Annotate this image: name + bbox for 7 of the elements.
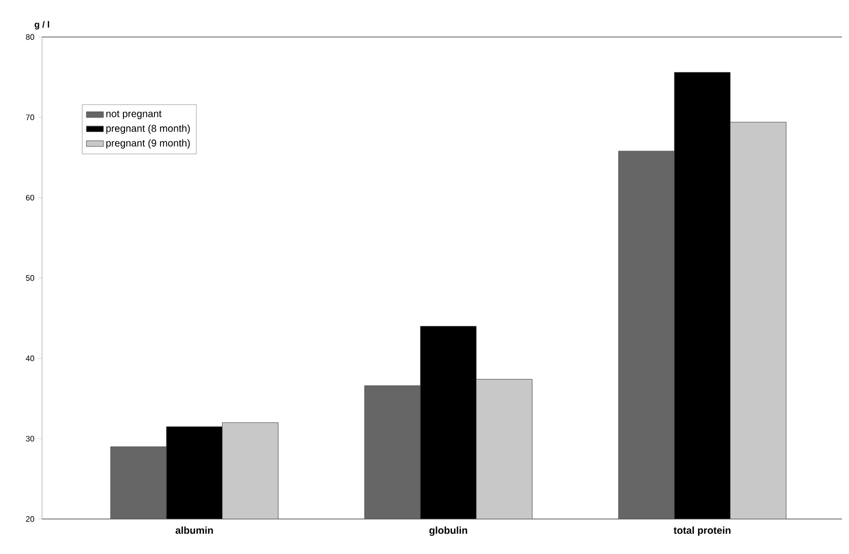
y-axis-title: g / l [34,21,50,30]
x-tick-label: total protein [674,526,730,536]
legend-label: pregnant (8 month) [106,124,190,134]
legend-label: pregnant (9 month) [106,139,190,149]
x-tick-label: globulin [429,526,468,536]
x-tick-label: albumin [176,526,213,534]
legend-label: not pregnant [106,110,162,120]
